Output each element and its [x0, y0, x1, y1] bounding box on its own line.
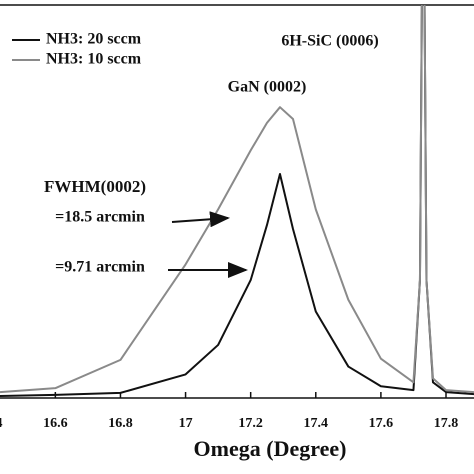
x-tick-label: 16.8 [108, 416, 133, 431]
annotation: GaN (0002) [228, 79, 307, 96]
arrow [171, 211, 230, 228]
x-tick-label: 17.8 [434, 416, 459, 431]
x-tick-label: 16.4 [0, 416, 2, 431]
legend-label: NH3: 10 sccm [46, 51, 142, 68]
x-tick-label: 16.6 [43, 416, 68, 431]
data-line [0, 5, 474, 394]
x-tick-label: 17.6 [369, 416, 394, 431]
x-tick-label: 17 [179, 416, 193, 431]
x-tick-label: 17.2 [238, 416, 263, 431]
annotation: =9.71 arcmin [55, 259, 145, 276]
annotation: FWHM(0002) [44, 177, 146, 196]
plot-area [0, 5, 474, 398]
annotation: 6H-SiC (0006) [281, 33, 378, 50]
annotation: =18.5 arcmin [55, 209, 145, 226]
x-axis-label: Omega (Degree) [194, 436, 347, 461]
x-tick-label: 17.4 [304, 416, 329, 431]
legend-label: NH3: 20 sccm [46, 31, 142, 48]
